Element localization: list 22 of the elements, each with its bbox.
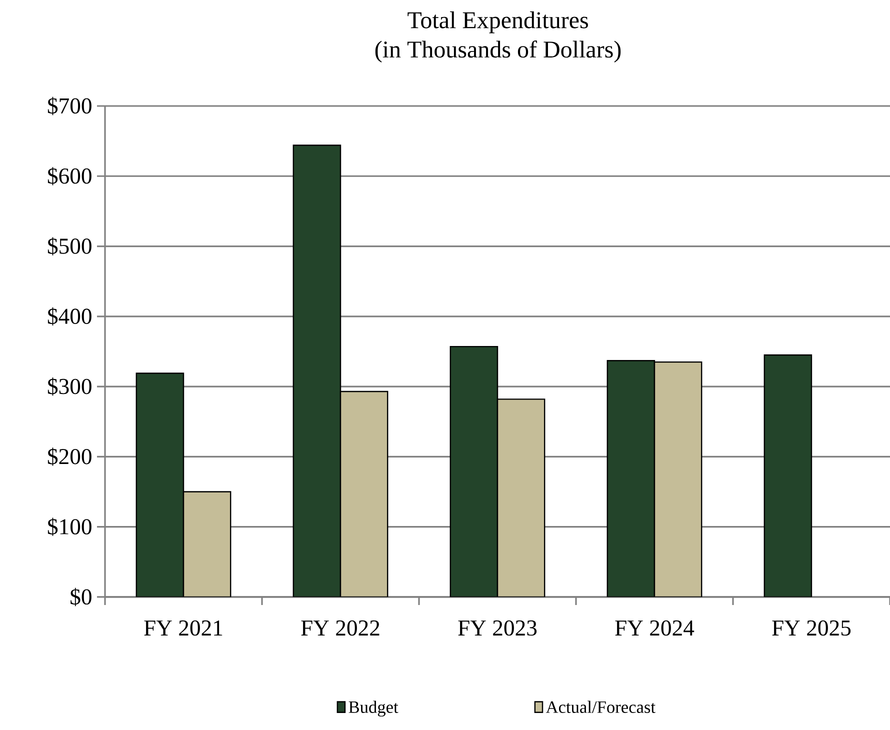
x-tick-label: FY 2025 (772, 620, 851, 636)
chart-title: Total Expenditures (408, 11, 588, 34)
y-tick-label: $200 (48, 448, 92, 466)
bar (764, 354, 812, 597)
y-tick-label: $700 (48, 96, 92, 116)
legend-label: Actual/Forecast (546, 700, 656, 713)
y-tick-label: $0 (70, 588, 92, 606)
bar (654, 361, 702, 597)
legend-label: Budget (348, 700, 398, 717)
y-tick-label: $400 (48, 307, 92, 326)
bar (182, 491, 232, 597)
bar (496, 398, 546, 597)
y-tick-label: $600 (48, 167, 92, 186)
x-tick-label: FY 2022 (301, 620, 380, 636)
chart-subtitle: (in Thousands of Dollars) (375, 40, 621, 63)
bar (340, 390, 388, 597)
x-tick-label: FY 2021 (144, 620, 222, 636)
y-tick-label: $300 (48, 377, 92, 396)
x-tick-label: FY 2024 (615, 620, 694, 636)
x-tick-label: FY 2023 (458, 620, 537, 636)
y-tick-label: $100 (48, 518, 92, 536)
y-tick-label: $500 (48, 237, 92, 256)
